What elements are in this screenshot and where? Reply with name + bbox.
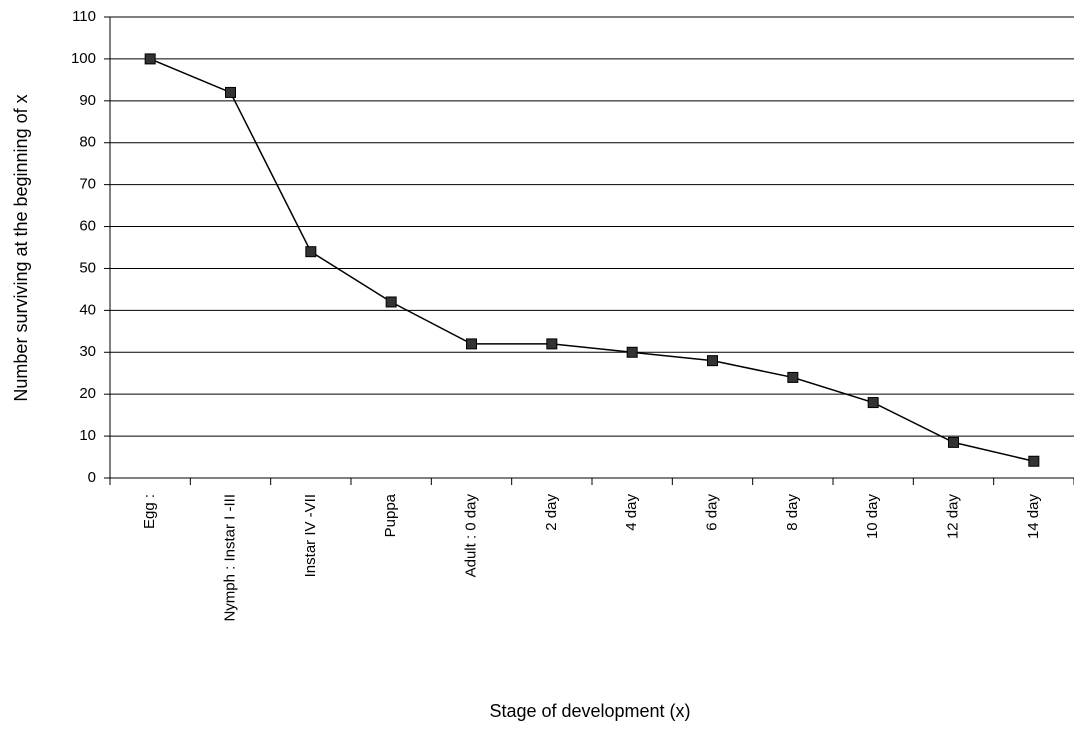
y-tick-label: 40 [79, 301, 96, 318]
y-tick-label: 100 [71, 50, 96, 67]
point-marker [466, 338, 477, 350]
x-tick-label: Puppa [382, 493, 399, 537]
point-marker [144, 53, 156, 65]
x-tick-label: 10 day [864, 494, 881, 540]
point-marker [626, 346, 638, 358]
y-tick-label: 110 [72, 8, 96, 25]
y-tick-label: 10 [79, 427, 96, 444]
point-marker [225, 86, 236, 98]
y-tick-label: 50 [79, 259, 96, 276]
x-axis-label: Stage of development (x) [489, 701, 690, 721]
x-tick-label: 12 day [944, 494, 961, 540]
y-tick-label: 70 [79, 176, 96, 193]
series-line [149, 58, 1035, 462]
point-marker [1028, 455, 1040, 467]
y-axis-label: Number surviving at the beginning of x [11, 94, 31, 401]
y-tick-label: 90 [79, 92, 96, 109]
point-marker [867, 397, 879, 409]
point-marker [546, 338, 558, 350]
y-tick-label: 0 [88, 469, 96, 486]
point-marker [305, 246, 317, 258]
y-tick-label: 60 [79, 218, 96, 235]
x-tick-label: 8 day [784, 494, 801, 531]
x-tick-label: Instar IV -VII [302, 494, 319, 577]
x-tick-label: 2 day [543, 494, 560, 531]
y-tick-label: 80 [79, 134, 96, 151]
x-tick-label: 4 day [623, 494, 640, 531]
x-tick-label: Adult : 0 day [462, 494, 479, 578]
point-marker [787, 371, 799, 383]
x-tick-label: 14 day [1025, 494, 1042, 540]
point-marker [385, 296, 397, 308]
point-marker [948, 436, 959, 448]
x-tick-label: Egg : [141, 494, 158, 529]
y-tick-label: 20 [79, 385, 96, 402]
y-tick-label: 30 [79, 343, 96, 360]
x-tick-label: 6 day [703, 494, 720, 531]
point-marker [707, 355, 718, 367]
x-tick-label: Nymph : Instar I -III [221, 494, 238, 622]
